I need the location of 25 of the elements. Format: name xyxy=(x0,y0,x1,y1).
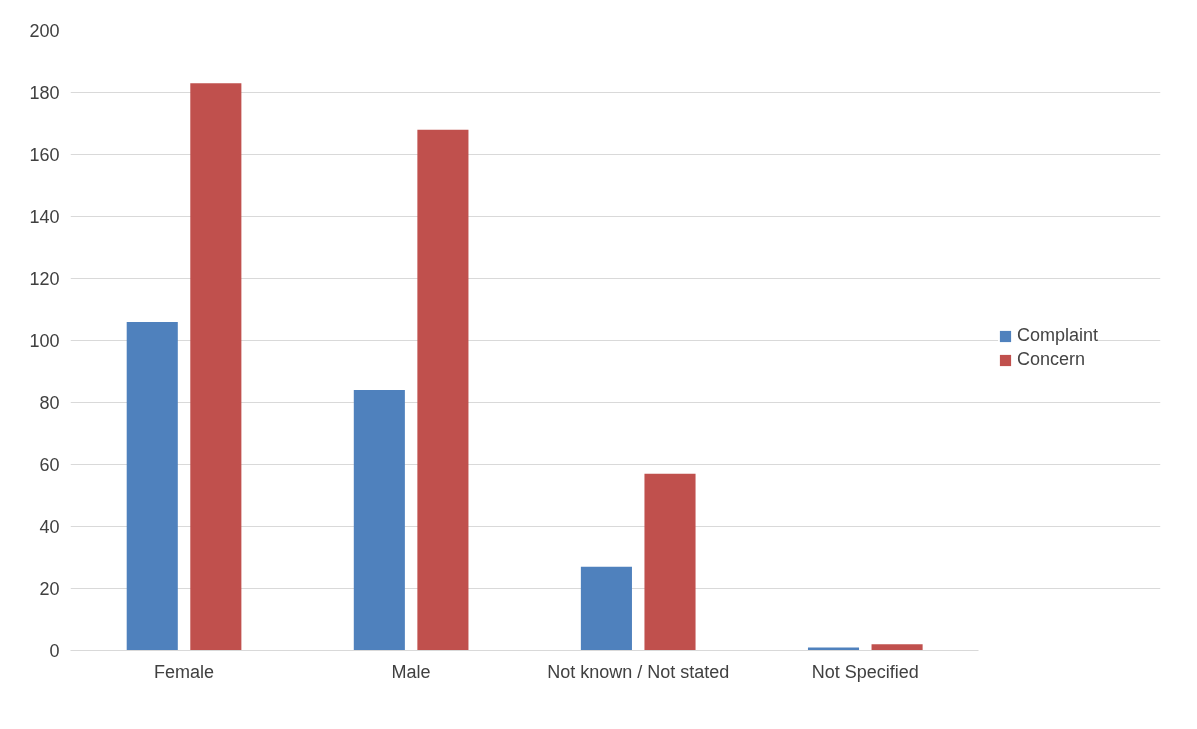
x-tick-label: Female xyxy=(154,661,215,682)
y-tick-label: 200 xyxy=(29,21,60,41)
y-tick-label: 100 xyxy=(29,331,60,351)
y-tick-label: 0 xyxy=(49,641,60,661)
legend-label: Complaint xyxy=(1017,325,1099,346)
bar xyxy=(190,83,242,651)
x-tick-label: Not known / Not stated xyxy=(547,661,730,682)
y-tick-label: 180 xyxy=(29,83,60,103)
y-tick-label: 140 xyxy=(29,207,60,227)
y-tick-label: 60 xyxy=(39,455,60,475)
x-tick-label: Not Specified xyxy=(811,661,919,682)
bar xyxy=(871,644,923,651)
bar xyxy=(417,129,469,651)
x-tick-label: Male xyxy=(391,661,431,682)
bar xyxy=(353,390,405,651)
legend-label: Concern xyxy=(1017,349,1086,370)
y-tick-label: 80 xyxy=(39,393,60,413)
bar xyxy=(126,321,178,651)
bar xyxy=(580,566,632,651)
y-tick-label: 20 xyxy=(39,579,60,599)
bar xyxy=(807,647,860,651)
bar xyxy=(644,473,696,651)
y-tick-label: 160 xyxy=(29,145,60,165)
y-tick-label: 120 xyxy=(29,269,60,289)
y-tick-label: 40 xyxy=(39,517,60,537)
